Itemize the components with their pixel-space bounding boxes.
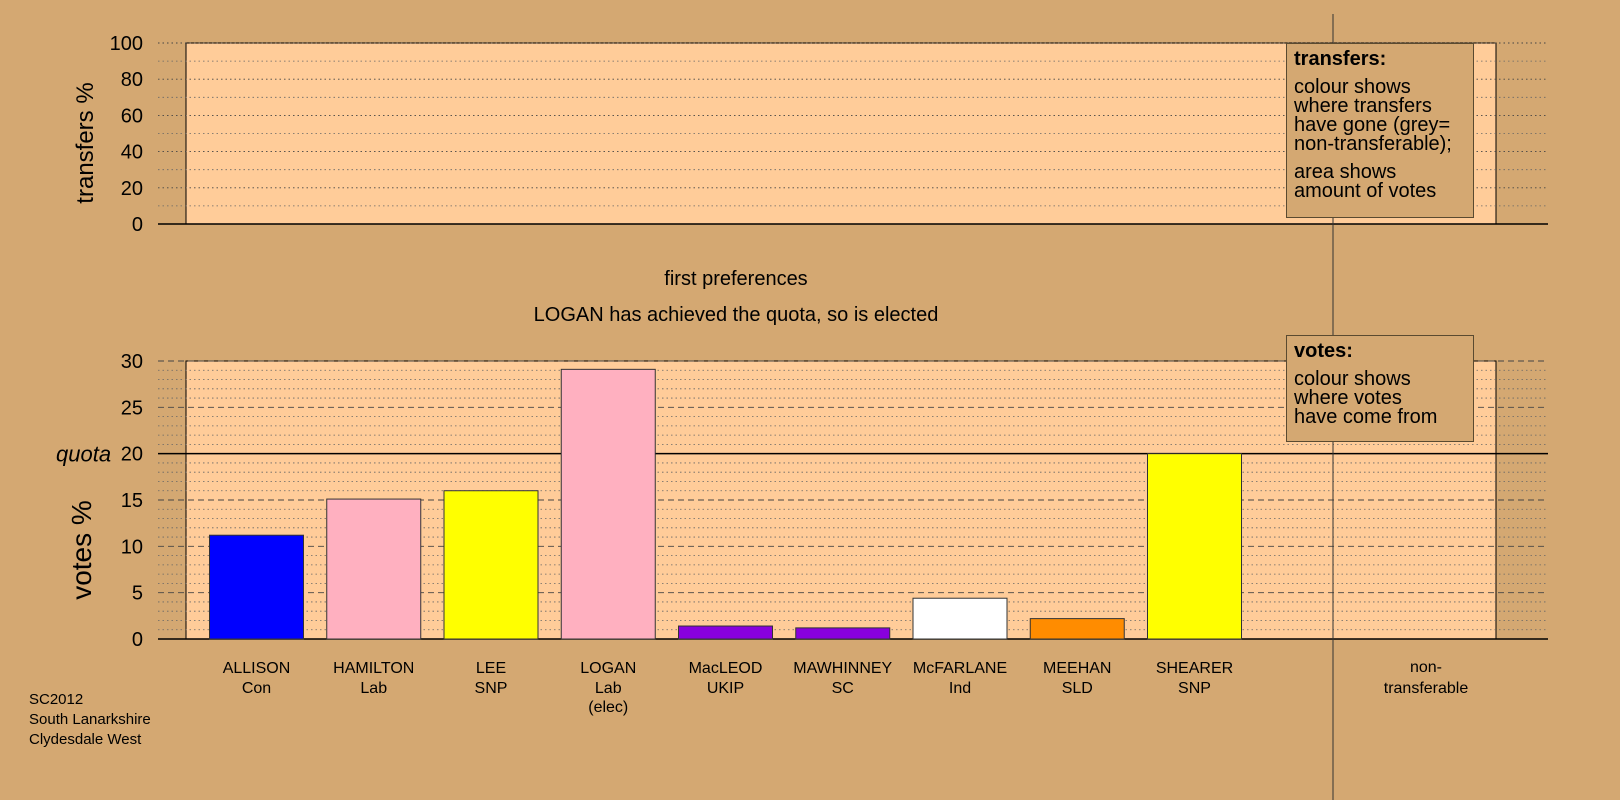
transfers-legend: transfers: colour shows where transfers … [1286, 43, 1474, 218]
stage-message: LOGAN has achieved the quota, so is elec… [533, 304, 939, 326]
transfers-y-tick-label: 40 [121, 142, 143, 164]
bar-hamilton [326, 498, 422, 640]
votes-legend: votes: colour shows where votes have com… [1286, 335, 1474, 442]
votes-y-tick-label: 10 [121, 536, 143, 558]
quota-label: quota [56, 442, 111, 467]
candidate-name-label: SHEARER [1156, 660, 1233, 677]
transfers-y-tick-label: 80 [121, 69, 143, 91]
candidate-party-label: SNP [475, 680, 508, 697]
candidate-name-label: MAWHINNEY [793, 660, 892, 677]
transfers-y-tick-label: 0 [132, 214, 143, 236]
votes-legend-text: colour shows where votes have come from [1294, 368, 1438, 428]
bar-allison [209, 534, 304, 640]
candidate-party-label: SNP [1178, 680, 1211, 697]
bar-shearer [1147, 453, 1242, 640]
candidate-party-label: SLD [1062, 680, 1093, 697]
nontransferable-label-line1: non- [1410, 659, 1442, 676]
footer-election: SC2012 [29, 691, 84, 708]
votes-y-tick-label: 0 [132, 629, 143, 651]
bar-mawhinney [795, 627, 891, 640]
bar-mcfarlane [912, 597, 1008, 640]
footer-council: South Lanarkshire [29, 711, 151, 728]
candidate-name-label: HAMILTON [333, 660, 414, 677]
votes-y-tick-label: 15 [121, 490, 143, 512]
transfers-y-axis-label: transfers % [72, 82, 99, 203]
candidate-status-label: (elec) [588, 699, 628, 716]
votes-y-tick-label: 25 [121, 397, 143, 419]
bar-macleod [678, 625, 773, 640]
candidate-name-label: MacLEOD [689, 660, 763, 677]
candidate-party-label: UKIP [707, 680, 744, 697]
nontransferable-label-line2: transferable [1384, 680, 1469, 697]
transfers-legend-text-2: area shows amount of votes [1294, 161, 1437, 202]
bar-meehan [1029, 618, 1125, 640]
bar-logan [560, 368, 656, 640]
footer-caption: SC2012 South Lanarkshire Clydesdale West [29, 690, 151, 750]
candidate-name-label: ALLISON [223, 660, 291, 677]
candidate-party-label: Con [242, 680, 271, 697]
candidate-party-label: Lab [595, 680, 622, 697]
votes-y-tick-label: 5 [132, 583, 143, 605]
candidate-party-label: Lab [360, 680, 387, 697]
candidate-name-label: LEE [476, 660, 506, 677]
candidate-party-label: Ind [949, 680, 971, 697]
transfers-legend-text-1: colour shows where transfers have gone (… [1294, 76, 1452, 155]
candidate-name-label: LOGAN [580, 660, 636, 677]
votes-y-tick-label: 20 [121, 444, 143, 466]
votes-legend-heading: votes: [1294, 340, 1353, 362]
stage-title: first preferences [664, 268, 808, 290]
votes-y-tick-label: 30 [121, 351, 143, 373]
candidate-name-label: MEEHAN [1043, 660, 1111, 677]
footer-ward: Clydesdale West [29, 731, 142, 748]
bar-lee [443, 490, 539, 640]
candidate-party-label: SC [832, 680, 854, 697]
transfers-legend-heading: transfers: [1294, 48, 1387, 70]
votes-y-axis-label: votes % [66, 500, 97, 600]
transfers-y-tick-label: 60 [121, 105, 143, 127]
candidate-name-label: McFARLANE [913, 660, 1007, 677]
transfers-y-tick-label: 20 [121, 178, 143, 200]
transfers-plot-area [185, 42, 1497, 225]
transfers-y-tick-label: 100 [110, 33, 143, 55]
